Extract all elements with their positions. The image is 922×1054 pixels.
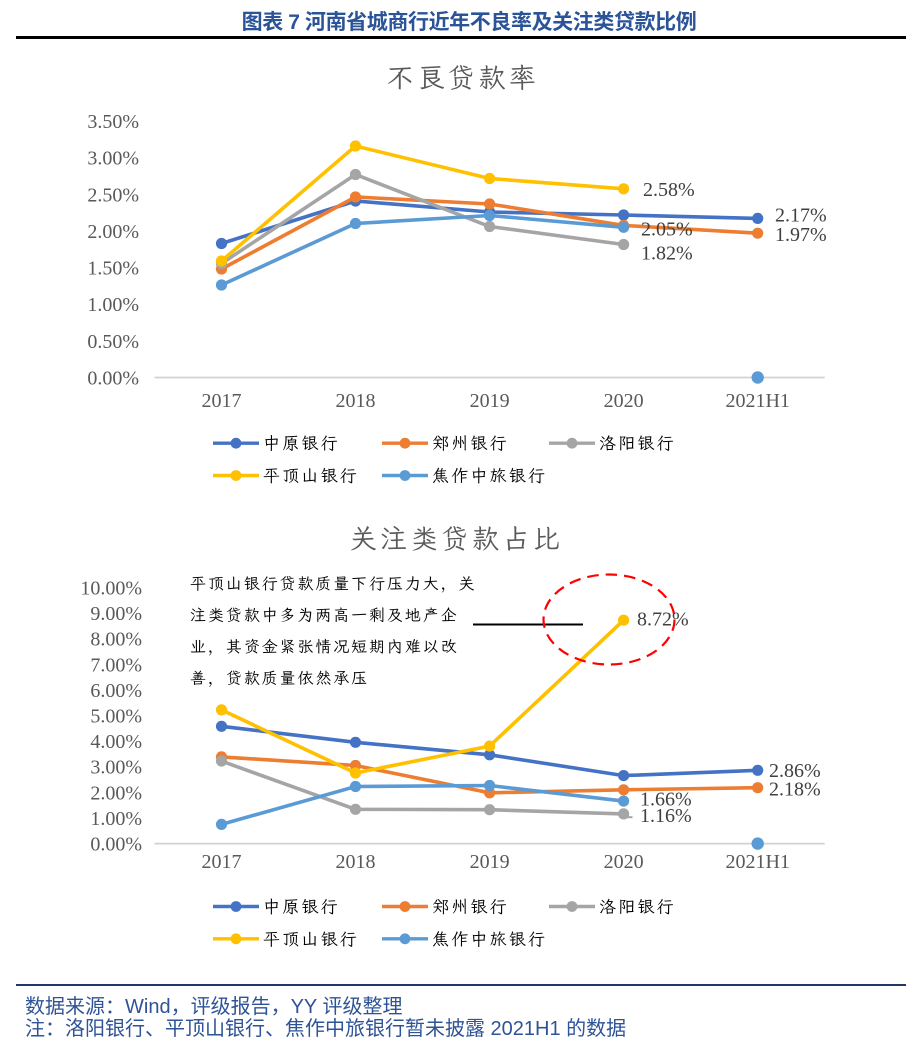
svg-text:2020: 2020 xyxy=(604,851,644,873)
svg-text:中原银行: 中原银行 xyxy=(263,434,340,453)
svg-text:10.00%: 10.00% xyxy=(80,577,142,599)
svg-text:8.00%: 8.00% xyxy=(90,629,142,651)
svg-text:2.58%: 2.58% xyxy=(643,179,695,201)
svg-text:0.00%: 0.00% xyxy=(90,834,142,856)
svg-text:8.72%: 8.72% xyxy=(637,609,689,631)
svg-text:5.00%: 5.00% xyxy=(90,706,142,728)
svg-text:2.00%: 2.00% xyxy=(90,782,142,804)
svg-text:2019: 2019 xyxy=(470,390,510,412)
svg-text:2018: 2018 xyxy=(336,851,376,873)
svg-text:1.66%: 1.66% xyxy=(640,789,692,811)
svg-text:9.00%: 9.00% xyxy=(90,603,142,625)
svg-text:1.97%: 1.97% xyxy=(775,224,827,246)
svg-text:2.05%: 2.05% xyxy=(641,219,693,241)
svg-text:注类贷款中多为两高一剩及地产企: 注类贷款中多为两高一剩及地产企 xyxy=(190,607,459,625)
svg-text:2020: 2020 xyxy=(604,390,644,412)
svg-text:1.82%: 1.82% xyxy=(641,243,693,265)
svg-text:平顶山银行: 平顶山银行 xyxy=(263,930,359,949)
svg-text:2.18%: 2.18% xyxy=(769,778,821,800)
svg-text:不良贷款率: 不良贷款率 xyxy=(387,63,540,93)
svg-text:0.00%: 0.00% xyxy=(87,368,139,390)
svg-text:1.16%: 1.16% xyxy=(640,805,692,827)
svg-text:0.50%: 0.50% xyxy=(87,331,139,353)
svg-text:2021H1: 2021H1 xyxy=(725,851,789,873)
svg-text:1.00%: 1.00% xyxy=(87,294,139,316)
svg-text:洛阳银行: 洛阳银行 xyxy=(599,434,676,453)
svg-text:平顶山银行: 平顶山银行 xyxy=(263,467,359,486)
svg-text:2.00%: 2.00% xyxy=(87,221,139,243)
svg-text:7.00%: 7.00% xyxy=(90,654,142,676)
svg-text:郑州银行: 郑州银行 xyxy=(432,434,509,453)
svg-text:2017: 2017 xyxy=(202,851,242,873)
svg-text:2018: 2018 xyxy=(336,390,376,412)
svg-text:2019: 2019 xyxy=(470,851,510,873)
svg-text:2.86%: 2.86% xyxy=(769,760,821,782)
svg-text:洛阳银行: 洛阳银行 xyxy=(599,898,676,917)
svg-text:3.50%: 3.50% xyxy=(87,111,139,133)
svg-text:3.00%: 3.00% xyxy=(90,757,142,779)
svg-text:焦作中旅银行: 焦作中旅银行 xyxy=(432,930,547,949)
svg-text:业，其资金紧张情况短期内难以改: 业，其资金紧张情况短期内难以改 xyxy=(190,638,459,656)
svg-text:1.50%: 1.50% xyxy=(87,258,139,280)
svg-text:焦作中旅银行: 焦作中旅银行 xyxy=(432,467,547,486)
svg-text:2.17%: 2.17% xyxy=(775,205,827,227)
svg-text:3.00%: 3.00% xyxy=(87,148,139,170)
svg-text:关注类贷款占比: 关注类贷款占比 xyxy=(350,524,564,554)
svg-text:1.00%: 1.00% xyxy=(90,808,142,830)
svg-text:平顶山银行贷款质量下行压力大，关: 平顶山银行贷款质量下行压力大，关 xyxy=(190,575,476,593)
svg-text:郑州银行: 郑州银行 xyxy=(432,898,509,917)
svg-text:2.50%: 2.50% xyxy=(87,184,139,206)
svg-text:6.00%: 6.00% xyxy=(90,680,142,702)
svg-text:2021H1: 2021H1 xyxy=(725,390,789,412)
svg-text:中原银行: 中原银行 xyxy=(263,898,340,917)
svg-text:4.00%: 4.00% xyxy=(90,731,142,753)
svg-text:2017: 2017 xyxy=(202,390,242,412)
svg-text:善，贷款质量依然承压: 善，贷款质量依然承压 xyxy=(190,670,369,688)
